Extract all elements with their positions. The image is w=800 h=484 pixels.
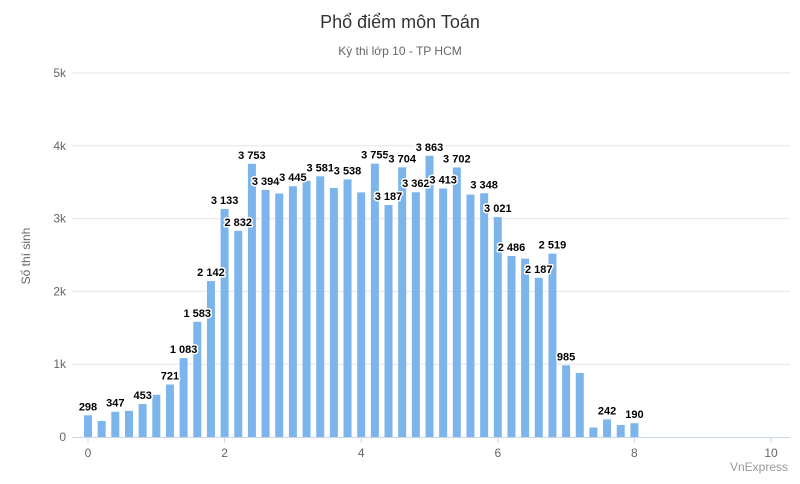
data-label: 2 486	[498, 242, 526, 254]
data-label: 3 362	[402, 178, 430, 190]
bar[interactable]	[179, 358, 188, 437]
data-label: 1 083	[170, 344, 198, 356]
bar[interactable]	[84, 415, 92, 437]
bar[interactable]	[548, 253, 557, 437]
bar[interactable]	[124, 410, 133, 437]
y-tick-label: 1k	[53, 357, 67, 371]
bar[interactable]	[357, 192, 366, 437]
data-label: 3 021	[484, 203, 512, 215]
y-tick-label: 2k	[53, 284, 67, 298]
bar[interactable]	[411, 192, 420, 437]
x-tick-label: 8	[631, 446, 638, 460]
bar[interactable]	[493, 217, 502, 437]
y-axis-label: Số thí sinh	[19, 228, 33, 285]
bar[interactable]	[343, 179, 352, 437]
bar[interactable]	[562, 365, 571, 437]
bar[interactable]	[234, 230, 243, 437]
chart-title: Phổ điểm môn Toán	[320, 12, 480, 32]
data-labels: 298 347 453 721 1 083 1 583 2 142 3 133 2 832 3 7…	[77, 140, 645, 422]
x-tick-labels: 0 2 4 6 8 10	[85, 437, 778, 460]
bar[interactable]	[507, 256, 516, 437]
bar[interactable]	[452, 167, 461, 438]
bar[interactable]	[466, 194, 475, 437]
data-label: 2 832	[224, 217, 252, 229]
bar[interactable]	[111, 411, 120, 437]
bar[interactable]	[329, 188, 338, 437]
bar[interactable]	[302, 180, 311, 437]
bar[interactable]	[138, 404, 147, 437]
bar[interactable]	[603, 419, 612, 437]
data-label: 2 519	[539, 240, 567, 252]
bar[interactable]	[534, 277, 543, 437]
y-tick-label: 4k	[53, 139, 67, 153]
data-label: 1 583	[184, 308, 212, 320]
y-tick-label: 3k	[53, 212, 67, 226]
bar[interactable]	[480, 193, 489, 437]
bar[interactable]	[316, 176, 325, 437]
data-label: 3 348	[470, 179, 498, 191]
data-label: 3 702	[443, 153, 471, 165]
data-label: 985	[557, 351, 575, 363]
data-label: 3 187	[375, 191, 403, 203]
data-label: 3 394	[252, 176, 280, 188]
x-tick-label: 2	[221, 446, 228, 460]
bar[interactable]	[97, 420, 106, 437]
x-tick-label: 10	[764, 446, 778, 460]
bar[interactable]	[425, 155, 434, 437]
bars	[84, 155, 639, 438]
data-label: 453	[133, 390, 151, 402]
bar[interactable]	[247, 163, 256, 437]
data-label: 3 704	[388, 153, 416, 165]
bar[interactable]	[384, 204, 393, 437]
chart-subtitle: Kỳ thi lớp 10 - TP HCM	[338, 44, 461, 58]
bar[interactable]	[275, 193, 284, 437]
bar[interactable]	[370, 163, 379, 438]
bar[interactable]	[398, 167, 407, 437]
data-label: 721	[161, 371, 179, 383]
bar[interactable]	[630, 423, 639, 437]
bar[interactable]	[165, 384, 174, 437]
bar[interactable]	[261, 189, 270, 437]
data-label: 298	[79, 401, 97, 413]
data-label: 3 755	[361, 150, 389, 162]
y-tick-label: 0	[59, 430, 66, 444]
data-label: 3 538	[334, 165, 362, 177]
data-label: 190	[625, 409, 643, 421]
x-tick-label: 4	[358, 446, 365, 460]
x-tick-label: 0	[85, 446, 92, 460]
bar[interactable]	[288, 186, 297, 437]
bar[interactable]	[206, 281, 215, 437]
data-label: 2 142	[197, 267, 225, 279]
bar[interactable]	[439, 188, 448, 437]
bar[interactable]	[193, 321, 202, 437]
bar[interactable]	[521, 258, 530, 437]
data-label: 3 133	[211, 195, 239, 207]
bar[interactable]	[220, 208, 229, 437]
bar[interactable]	[575, 372, 584, 437]
credit-label: VnExpress	[730, 460, 788, 474]
bar[interactable]	[589, 427, 598, 437]
data-label: 3 445	[279, 172, 307, 184]
data-label: 242	[598, 405, 616, 417]
data-label: 3 581	[306, 162, 334, 174]
data-label: 347	[106, 398, 124, 410]
bar[interactable]	[616, 424, 625, 437]
y-tick-label: 5k	[53, 66, 67, 80]
bar[interactable]	[152, 394, 161, 437]
data-label: 3 753	[238, 150, 266, 162]
y-tick-labels: 0 1k 2k 3k 4k 5k	[53, 66, 67, 444]
data-label: 3 863	[416, 142, 444, 154]
data-label: 2 187	[525, 264, 553, 276]
data-label: 3 413	[429, 175, 457, 187]
x-tick-label: 6	[494, 446, 501, 460]
